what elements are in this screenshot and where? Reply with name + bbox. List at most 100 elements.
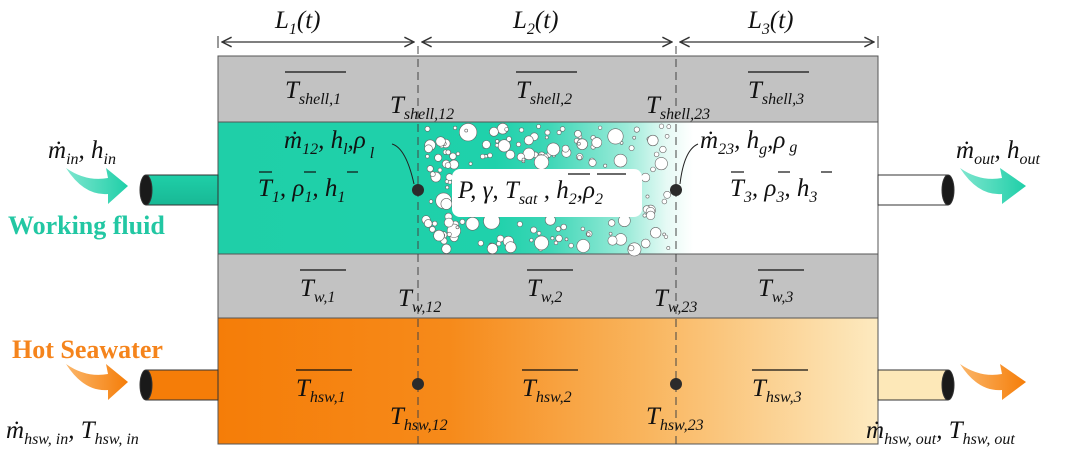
vapor-bubble: [613, 153, 628, 168]
vapor-bubble: [424, 219, 433, 228]
vapor-bubble: [437, 167, 443, 173]
vapor-bubble: [425, 154, 430, 159]
wf-inlet-label: ṁin, hin: [48, 137, 116, 168]
wall-t3-label: Tw,3: [758, 275, 793, 306]
shell-t2-label: Tshell,2: [516, 77, 572, 108]
vapor-bubble: [559, 126, 566, 132]
vapor-bubble: [666, 124, 672, 129]
region1-label: T1, ρ1, h1: [258, 175, 345, 206]
wall-t12-label: Tw,12: [398, 285, 441, 316]
vapor-bubble: [464, 128, 469, 133]
vapor-bubble: [434, 153, 443, 162]
vapor-bubble: [544, 135, 549, 140]
vapor-bubble: [628, 245, 635, 252]
vapor-bubble: [455, 225, 460, 230]
vapor-bubble: [459, 123, 478, 142]
vapor-bubble: [586, 232, 591, 237]
vapor-bubble: [496, 241, 502, 247]
vapor-bubble: [654, 157, 668, 171]
vapor-bubble: [633, 126, 640, 133]
vapor-bubble: [632, 135, 637, 140]
shell-t1-label: Tshell,1: [285, 77, 341, 108]
shell-t23-label: Tshell,23: [646, 92, 710, 123]
vapor-bubble: [664, 134, 670, 139]
region2-label: P, γ, Tsat , h2,ρ2: [457, 177, 603, 208]
vapor-bubble: [445, 185, 450, 190]
vapor-bubble: [440, 198, 453, 210]
length-l2-label: L2(t): [512, 7, 559, 38]
vapor-bubble: [517, 221, 523, 227]
vapor-bubble: [516, 141, 522, 147]
vapor-bubble: [468, 161, 473, 166]
vapor-bubble: [640, 172, 651, 183]
vapor-bubble: [444, 179, 450, 184]
vapor-bubble: [568, 243, 574, 249]
vapor-bubble: [455, 151, 461, 156]
vapor-bubble: [553, 240, 559, 245]
seawater-outlet-arrow: [960, 364, 1026, 400]
hsw-t2-label: Thsw,2: [522, 375, 572, 406]
working-fluid-inlet-pipe: [139, 174, 219, 206]
vapor-bubble: [443, 217, 454, 228]
vapor-bubble: [577, 155, 582, 160]
vapor-bubble: [658, 123, 665, 129]
vapor-bubble: [645, 210, 656, 220]
vapor-bubble: [536, 124, 541, 129]
vapor-bubble: [495, 139, 500, 144]
vapor-bubble: [487, 152, 493, 158]
vapor-bubble: [521, 157, 526, 162]
node-hsw-12: [412, 378, 424, 390]
vapor-bubble: [429, 226, 436, 233]
length-dimension-lines: [217, 36, 879, 48]
vapor-bubble: [645, 194, 650, 199]
length-l1-label: L1(t): [274, 7, 321, 38]
vapor-bubble: [449, 152, 457, 160]
vapor-bubble: [533, 154, 549, 170]
vapor-bubble: [494, 143, 500, 148]
vapor-bubble: [580, 226, 585, 231]
vapor-bubble: [608, 231, 613, 236]
vapor-bubble: [561, 144, 570, 153]
vapor-bubble: [591, 137, 603, 148]
hot-seawater-band: [217, 317, 879, 445]
vapor-bubble: [588, 158, 597, 167]
region3-label: T3, ρ3, h3: [730, 175, 817, 206]
vapor-bubble: [659, 145, 667, 154]
vapor-bubble: [530, 226, 538, 234]
vapor-bubble: [433, 229, 445, 242]
wall-t2-label: Tw,2: [527, 275, 562, 306]
vapor-bubble: [653, 151, 660, 158]
vapor-bubble: [477, 240, 484, 247]
vapor-bubble: [546, 142, 560, 156]
vapor-bubble: [505, 150, 515, 160]
vapor-bubble: [480, 153, 486, 160]
hsw-t1-label: Thsw,1: [296, 375, 346, 406]
vapor-bubble: [550, 236, 555, 241]
vapor-bubble: [424, 144, 433, 153]
region2-label-box: [452, 169, 642, 217]
shell-band: [217, 55, 879, 123]
wf-outlet-label: ṁout, hout: [956, 137, 1041, 168]
vapor-bubble: [518, 127, 524, 133]
vapor-bubble: [529, 238, 534, 243]
node-wf-12: [412, 184, 424, 196]
vapor-bubble: [555, 234, 563, 242]
wall-t1-label: Tw,1: [300, 275, 335, 306]
node-wf-23: [670, 184, 682, 196]
vapor-bubble: [534, 235, 549, 251]
vapor-bubble: [661, 198, 668, 205]
node12-leader: [391, 143, 415, 185]
seawater-inlet-pipe: [139, 369, 219, 401]
vapor-bubble: [576, 138, 588, 150]
working-fluid-labels: ṁ12, hl,ρ l T1, ρ1, h1 P, γ, Tsat , h2,ρ2…: [48, 127, 1041, 208]
vapor-bubble: [453, 125, 458, 130]
vapor-bubble: [486, 243, 498, 255]
vapor-bubble: [564, 237, 569, 242]
vapor-bubble: [489, 127, 499, 137]
vapor-bubble: [426, 165, 434, 173]
vapor-bubble: [647, 134, 659, 147]
vapor-bubble: [482, 140, 491, 149]
vapor-bubble: [544, 129, 551, 136]
node12-label: ṁ12, hl,ρ l: [284, 127, 375, 162]
